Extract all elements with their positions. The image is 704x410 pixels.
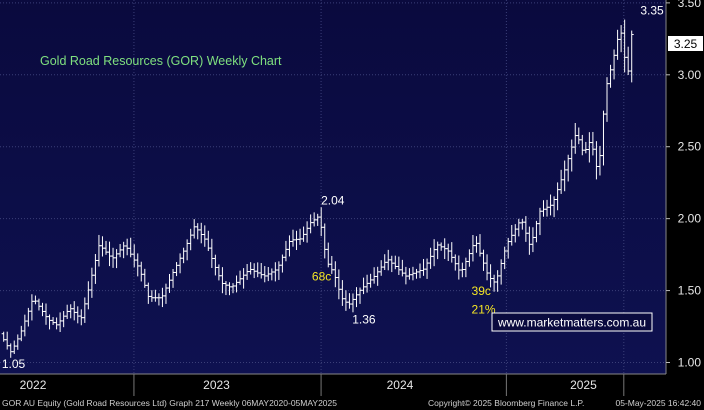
- x-tick-label: 2024: [387, 378, 414, 392]
- annotation-label: 1.36: [352, 313, 376, 327]
- y-tick-label: 1.00: [678, 355, 702, 369]
- y-tick-label: 2.50: [678, 140, 702, 154]
- annotation-label: 21%: [472, 303, 496, 317]
- annotation-label: 3.35: [640, 3, 664, 17]
- last-price-box: [668, 36, 703, 51]
- y-tick-label: 2.00: [678, 212, 702, 226]
- website-box[interactable]: [491, 312, 653, 332]
- right-axis: [666, 0, 704, 374]
- last-price-label: 3.25: [674, 37, 698, 51]
- annotation-label: 68c: [312, 270, 331, 284]
- annotations: 3.35 2.04 68c 1.36 39c 21% 1.05: [2, 3, 664, 371]
- y-tick-label: 1.50: [678, 284, 702, 298]
- x-tick-label: 2022: [20, 378, 47, 392]
- x-axis: [0, 374, 666, 396]
- year-separators: [133, 0, 625, 374]
- annotation-label: 1.05: [2, 357, 26, 371]
- y-tick-label: 3.00: [678, 68, 702, 82]
- plot-area: [0, 0, 666, 374]
- chart-title: Gold Road Resources (GOR) Weekly Chart: [40, 54, 282, 68]
- annotation-label: 39c: [472, 284, 491, 298]
- footer-bar: [0, 396, 704, 410]
- footer-copyright: Copyright© 2025 Bloomberg Finance L.P.: [428, 398, 584, 408]
- y-axis-ticks: 3.50 3.00 2.50 2.00 1.50 1.00: [666, 0, 701, 369]
- website-link[interactable]: www.marketmatters.com.au: [497, 316, 646, 330]
- x-tick-label: 2025: [570, 378, 597, 392]
- price-bars: [1, 19, 634, 358]
- annotation-label: 2.04: [321, 193, 345, 207]
- footer-timestamp: 05-May-2025 16:42:40: [615, 398, 701, 408]
- y-tick-label: 3.50: [678, 0, 702, 10]
- x-axis-labels: 2022 2023 2024 2025: [20, 374, 625, 396]
- grid-lines: [0, 2, 666, 363]
- footer-source: GOR AU Equity (Gold Road Resources Ltd) …: [2, 398, 337, 408]
- x-tick-label: 2023: [203, 378, 230, 392]
- price-bar: [629, 30, 634, 83]
